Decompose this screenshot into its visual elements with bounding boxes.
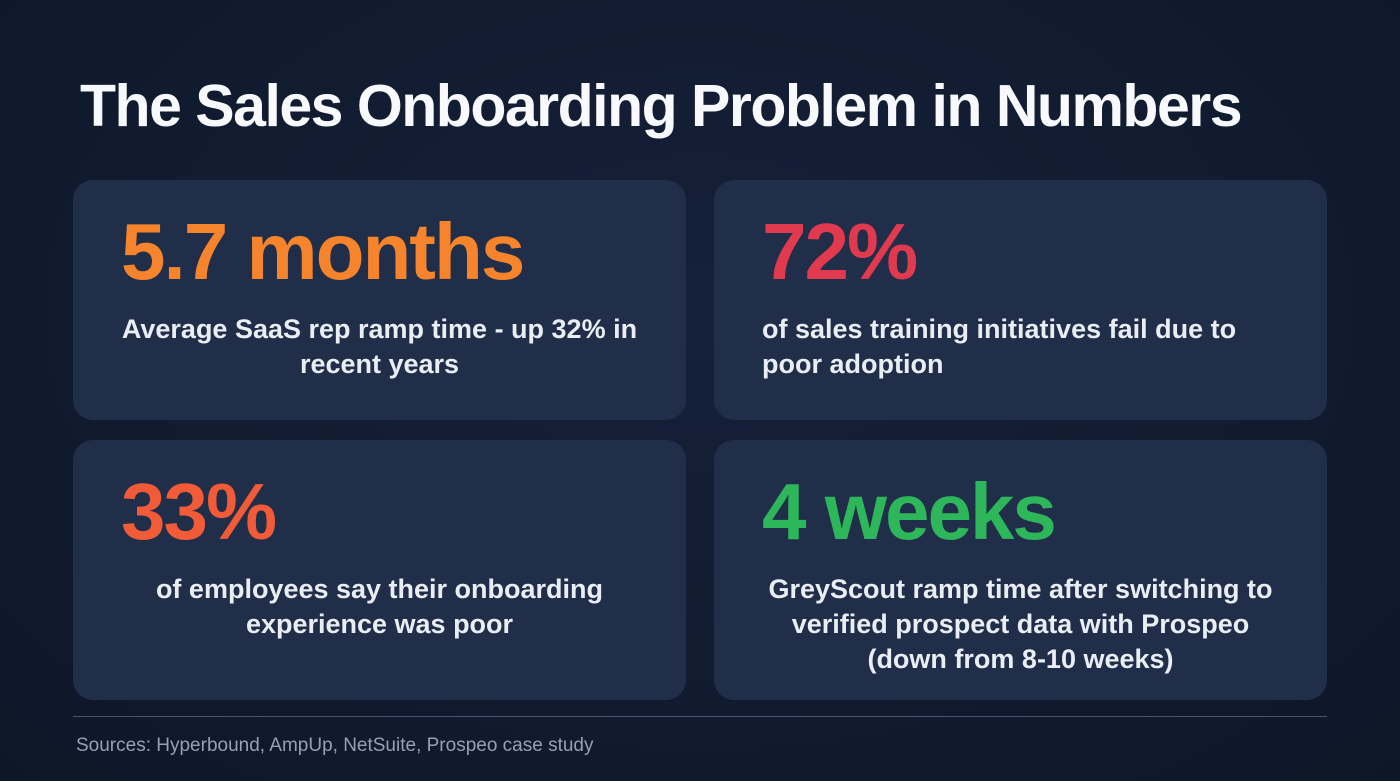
slide-footer: Sources: Hyperbound, AmpUp, NetSuite, Pr…: [73, 716, 1327, 757]
stat-card-ramp-time: 5.7 months Average SaaS rep ramp time - …: [73, 180, 686, 420]
stat-card-greyscout-ramp: 4 weeks GreyScout ramp time after switch…: [714, 440, 1327, 700]
sources-text: Sources: Hyperbound, AmpUp, NetSuite, Pr…: [76, 735, 594, 756]
stat-card-poor-onboarding: 33% of employees say their onboarding ex…: [73, 440, 686, 700]
stat-cards-grid: 5.7 months Average SaaS rep ramp time - …: [73, 180, 1327, 700]
footer-divider: [73, 716, 1327, 717]
stat-value: 72%: [762, 207, 918, 296]
stat-description: of employees say their onboarding experi…: [155, 574, 604, 640]
stat-description: Average SaaS rep ramp time - up 32% in r…: [121, 314, 638, 380]
page-title: The Sales Onboarding Problem in Numbers: [80, 73, 1243, 139]
stat-value: 5.7 months: [121, 207, 525, 296]
stat-card-training-fail: 72% of sales training initiatives fail d…: [714, 180, 1327, 420]
stat-value: 4 weeks: [762, 467, 1057, 556]
stat-value: 33%: [121, 467, 277, 556]
stat-description: of sales training initiatives fail due t…: [762, 314, 1237, 380]
stat-description: GreyScout ramp time after switching to v…: [768, 574, 1273, 675]
